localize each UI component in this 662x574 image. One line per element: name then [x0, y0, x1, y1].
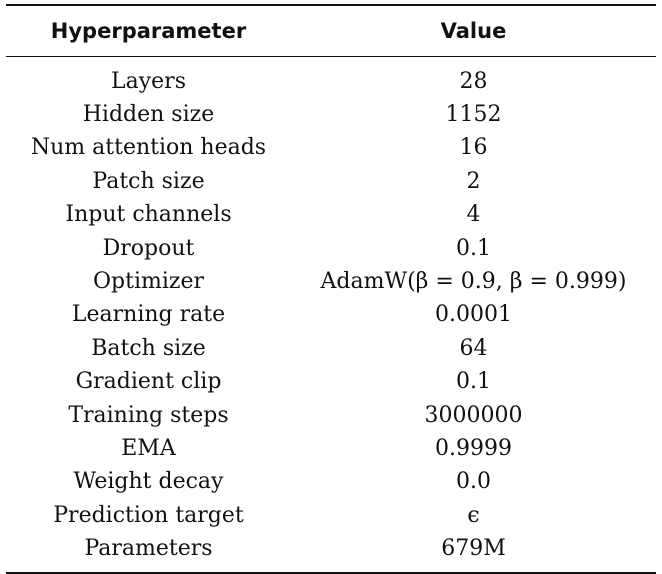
param-name-cell: Patch size — [92, 168, 205, 194]
param-value-cell: 1152 — [445, 102, 502, 128]
param-value-cell: 0.9999 — [435, 435, 512, 461]
param-name-cell: Batch size — [91, 335, 206, 361]
param-name-cell: Optimizer — [92, 269, 205, 295]
param-name-cell: Layers — [111, 68, 186, 94]
param-name-cell: Gradient clip — [75, 369, 222, 395]
table-body: Layers 28 Hidden size 1152 Num attention hea… — [6, 57, 656, 572]
param-name-cell: Weight decay — [73, 469, 224, 495]
table-row: Batch size 64 — [6, 332, 656, 365]
header-rule — [6, 56, 656, 57]
table-row: Optimizer AdamW(β = 0.9, β = 0.999) — [6, 265, 656, 298]
hyperparameter-table: Hyperparameter Value Layers 28 Hidden size… — [6, 4, 656, 574]
param-name-cell: Input channels — [65, 202, 232, 228]
param-value-cell: 64 — [459, 335, 488, 361]
param-name-cell: Parameters — [84, 536, 213, 562]
table-row: Gradient clip 0.1 — [6, 366, 656, 399]
table-row: Num attention heads 16 — [6, 132, 656, 165]
table-header-row: Hyperparameter Value — [6, 6, 656, 56]
table-row: Learning rate 0.0001 — [6, 299, 656, 332]
table-row: EMA 0.9999 — [6, 432, 656, 465]
param-name-cell: EMA — [121, 435, 176, 461]
header-value: Value — [440, 19, 507, 43]
param-name-cell: Learning rate — [71, 302, 226, 328]
param-value-cell: 679M — [441, 536, 506, 562]
table-row: Prediction target ϵ — [6, 499, 656, 532]
top-rule — [6, 4, 656, 6]
param-value-cell: 0.1 — [456, 235, 491, 261]
table-row: Dropout 0.1 — [6, 232, 656, 265]
param-value-cell: 2 — [466, 168, 481, 194]
param-value-cell: AdamW(β = 0.9, β = 0.999) — [320, 269, 627, 295]
table-row: Patch size 2 — [6, 165, 656, 198]
param-value-cell: ϵ — [467, 502, 480, 528]
param-name-cell: Dropout — [102, 235, 195, 261]
param-value-cell: 0.0001 — [435, 302, 512, 328]
param-value-cell: 0.0 — [456, 469, 491, 495]
param-value-cell: 4 — [466, 202, 481, 228]
table-row: Layers 28 — [6, 65, 656, 98]
param-value-cell: 3000000 — [424, 402, 523, 428]
param-value-cell: 16 — [459, 135, 488, 161]
table-row: Weight decay 0.0 — [6, 466, 656, 499]
param-value-cell: 0.1 — [456, 369, 491, 395]
param-name-cell: Prediction target — [53, 502, 244, 528]
param-name-cell: Training steps — [68, 402, 229, 428]
param-name-cell: Hidden size — [82, 102, 215, 128]
table-row: Parameters 679M — [6, 532, 656, 565]
table-row: Input channels 4 — [6, 199, 656, 232]
param-value-cell: 28 — [459, 68, 488, 94]
table-row: Hidden size 1152 — [6, 98, 656, 131]
header-hyperparameter: Hyperparameter — [50, 19, 247, 43]
table-row: Training steps 3000000 — [6, 399, 656, 432]
param-name-cell: Num attention heads — [30, 135, 267, 161]
